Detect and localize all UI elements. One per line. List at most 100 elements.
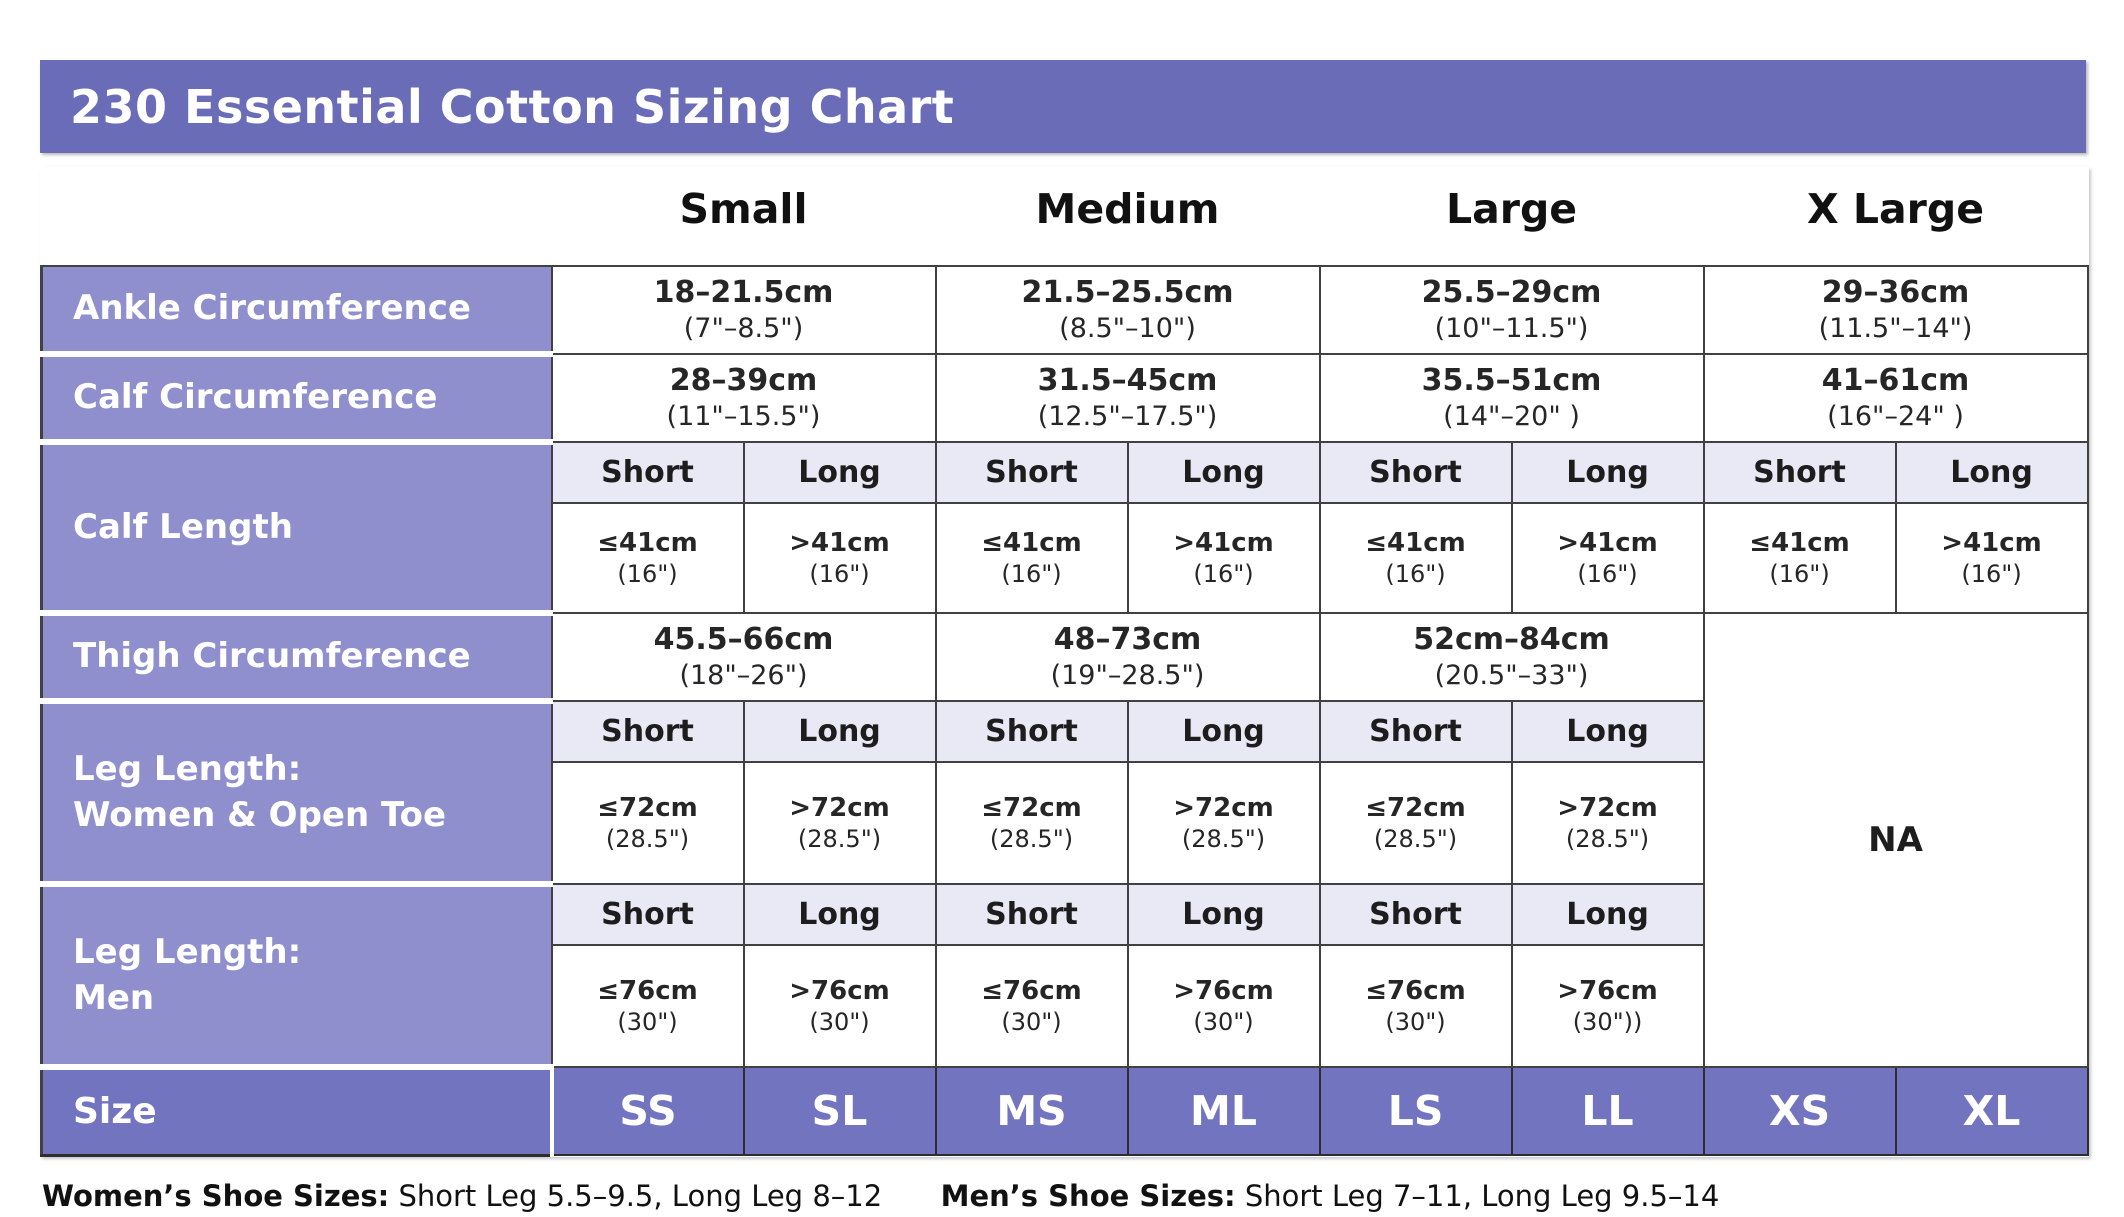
page-title: 230 Essential Cotton Sizing Chart [70,79,955,134]
value-inch: (14"–20" ) [1443,400,1580,432]
value-cm: >41cm [1941,527,2042,558]
cell-legmen: ≤76cm (30") [550,944,745,1068]
value-cm: >41cm [789,527,890,558]
cell-legwomen: ≤72cm (28.5") [934,761,1129,885]
cell-calfcirc-medium: 31.5–45cm (12.5"–17.5") [934,353,1321,443]
men-shoe-sizes-text: Short Leg 7–11, Long Leg 9.5–14 [1244,1178,1720,1213]
value-inch: (16") [1001,560,1062,589]
value-cm: 52cm–84cm [1413,622,1610,658]
label-line1: Leg Length: [73,748,302,789]
table-row: Ankle Circumference 18–21.5cm (7"–8.5") … [40,265,2089,357]
sizing-table: Small Medium Large X Large Ankle Circumf… [40,167,2089,1157]
group-header-medium: Medium [935,167,1320,266]
value-cm: 31.5–45cm [1037,363,1218,399]
value-cm: ≤41cm [1365,527,1466,558]
value-cm: ≤72cm [1365,792,1466,823]
table-row: ≤72cm (28.5") >72cm (28.5") ≤72cm (28.5"… [42,761,2088,885]
row-label-leg-women: Leg Length: Women & Open Toe [40,700,552,887]
row-label-calf-length: Calf Length [40,441,552,616]
value-inch: (30") [617,1008,678,1037]
value-cm: >76cm [1173,975,1274,1006]
group-header-large: Large [1319,167,1704,266]
value-inch: (30") [1385,1008,1446,1037]
cell-legwomen: >72cm (28.5") [742,761,937,885]
value-inch: (28.5") [1565,825,1650,854]
value-inch: (30") [809,1008,870,1037]
value-inch: (30") [1001,1008,1062,1037]
value-cm: ≤76cm [1365,975,1466,1006]
value-inch: (8.5"–10") [1059,312,1196,344]
cell-legwomen: ≤72cm (28.5") [1318,761,1513,885]
value-cm: ≤76cm [981,975,1082,1006]
size-cell-ss: SS [550,1066,745,1156]
cell-legmen: ≤76cm (30") [934,944,1129,1068]
cell-thigh-small: 45.5–66cm (18"–26") [550,612,937,702]
table-row: Small Medium Large X Large [41,167,2088,266]
men-shoe-sizes-label: Men’s Shoe Sizes: [940,1178,1236,1213]
row-label-size: Size [40,1067,554,1157]
cell-calflength: >41cm (16") [1126,502,1321,614]
subheader-long: Long [1510,700,1705,763]
size-cell-xs: XS [1702,1066,1897,1156]
cell-legwomen: ≤72cm (28.5") [550,761,745,885]
value-cm: ≤41cm [1749,527,1850,558]
value-inch: (28.5") [605,825,690,854]
subheader-long: Long [1126,883,1321,946]
value-inch: (10"–11.5") [1434,312,1589,344]
cell-calfcirc-small: 28–39cm (11"–15.5") [550,353,937,443]
subheader-short: Short [1318,700,1513,763]
subheader-long: Long [1510,441,1705,504]
value-inch: (16") [1385,560,1446,589]
cell-ankle-large: 25.5–29cm (10"–11.5") [1318,265,1705,355]
value-inch: (12.5"–17.5") [1037,400,1218,432]
value-cm: ≤41cm [597,527,698,558]
value-inch: (16"–24" ) [1827,400,1964,432]
subheader-short: Short [550,441,745,504]
cell-thigh-medium: 48–73cm (19"–28.5") [934,612,1321,702]
cell-calflength: ≤41cm (16") [1318,502,1513,614]
cell-calflength: >41cm (16") [1510,502,1705,614]
table-row: Size SS SL MS ML LS LL XS XL [40,1066,2089,1157]
table-row: Calf Length Short Long Short Long Short … [40,441,2089,616]
subheader-short: Short [934,700,1129,763]
value-cm: 48–73cm [1053,622,1202,658]
size-cell-ll: LL [1510,1066,1705,1156]
cell-ankle-medium: 21.5–25.5cm (8.5"–10") [934,265,1321,355]
subheader-long: Long [742,441,937,504]
cell-legwomen: >72cm (28.5") [1126,761,1321,885]
group-header-small: Small [551,167,936,266]
label-line2: Women & Open Toe [73,794,447,835]
subheader-long: Long [742,700,937,763]
subheader-long: Long [1510,883,1705,946]
value-inch: (16") [1961,560,2022,589]
subheader-long: Long [1894,441,2089,504]
value-cm: 45.5–66cm [653,622,834,658]
subheader-short: Short [1318,883,1513,946]
value-cm: 29–36cm [1821,275,1970,311]
value-cm: 28–39cm [669,363,818,399]
cell-calfcirc-large: 35.5–51cm (14"–20" ) [1318,353,1705,443]
value-inch: (28.5") [797,825,882,854]
value-inch: (7"–8.5") [683,312,804,344]
chart-title-bar: 230 Essential Cotton Sizing Chart [40,60,2086,153]
row-label-leg-men: Leg Length: Men [40,883,552,1070]
table-row: Thigh Circumference 45.5–66cm (18"–26") … [40,612,2089,1068]
row-label-calf-circumference: Calf Circumference [40,353,552,445]
value-cm: 18–21.5cm [653,275,834,311]
value-cm: ≤72cm [981,792,1082,823]
subheader-short: Short [1702,441,1897,504]
value-cm: >72cm [1557,792,1658,823]
table-row: Leg Length: Women & Open Toe Short Long … [40,700,2088,887]
subheader-short: Short [550,700,745,763]
value-inch: (16") [1193,560,1254,589]
size-cell-sl: SL [742,1066,937,1156]
cell-legmen: >76cm (30")) [1510,944,1705,1068]
value-inch: (30") [1193,1008,1254,1037]
value-cm: ≤41cm [981,527,1082,558]
value-inch: (28.5") [1181,825,1266,854]
subheader-long: Long [742,883,937,946]
cell-thigh-large: 52cm–84cm (20.5"–33") [1318,612,1705,702]
row-label-ankle: Ankle Circumference [40,265,552,357]
value-inch: (16") [1577,560,1638,589]
value-inch: (28.5") [989,825,1074,854]
